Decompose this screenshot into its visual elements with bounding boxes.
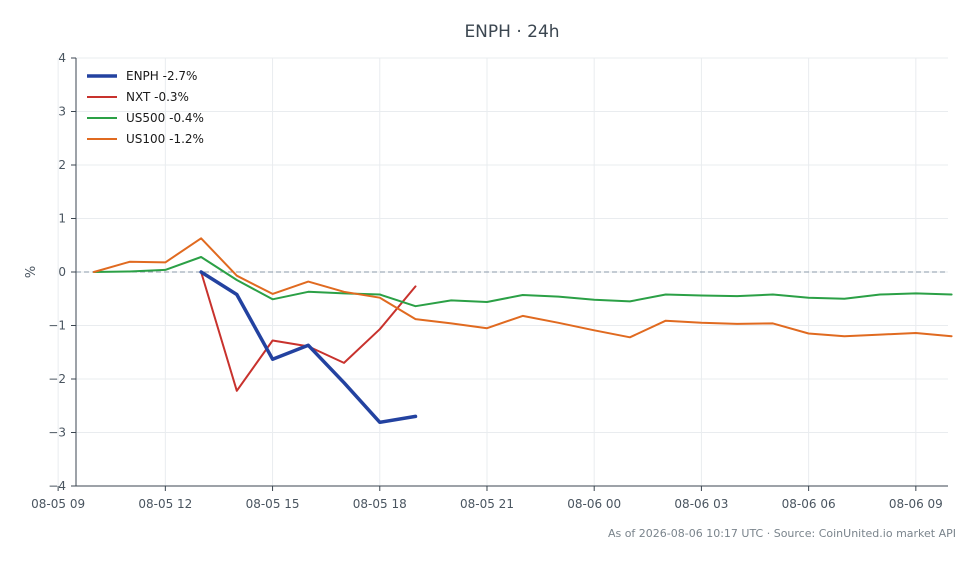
y-tick-label: 4 [58,51,66,65]
x-axis-ticks: 08-05 09 08-05 12 08-05 15 08-05 18 08-05 21… [31,486,943,511]
x-tick-label: 08-06 09 [889,497,943,511]
series-lines [92,237,953,425]
legend-label: US100 -1.2% [126,132,204,146]
x-tick-label: 08-06 03 [674,497,728,511]
x-tick-label: 08-05 12 [138,497,192,511]
x-tick-label: 08-06 00 [567,497,621,511]
x-tick-label: 08-06 06 [782,497,836,511]
y-tick-label: −1 [48,319,66,333]
legend: ENPH -2.7% NXT -0.3% US500 -0.4% US100 -1.2… [87,69,204,146]
x-tick-label: 08-05 18 [353,497,407,511]
y-tick-label: 2 [58,158,66,172]
legend-item-0: ENPH -2.7% [87,69,197,83]
y-tick-label: −4 [48,479,66,493]
series-line-0 [199,270,418,425]
x-tick-label: 08-05 21 [460,497,514,511]
series-line-2 [92,256,953,308]
y-axis-label: % [24,266,39,278]
legend-label: NXT -0.3% [126,90,189,104]
chart-footer: As of 2026-08-06 10:17 UTC · Source: Coi… [608,527,956,540]
chart-title: ENPH · 24h [464,22,559,42]
y-axis-ticks: −4 −3 −2 −1 0 1 2 3 4 [48,51,76,493]
legend-label: ENPH -2.7% [126,69,197,83]
y-tick-label: 1 [58,212,66,226]
y-tick-label: −3 [48,426,66,440]
x-tick-label: 08-05 15 [246,497,300,511]
y-tick-label: −2 [48,372,66,386]
legend-item-2: US500 -0.4% [87,111,204,125]
series-line-3 [92,237,953,339]
legend-label: US500 -0.4% [126,111,204,125]
y-tick-label: 0 [58,265,66,279]
series-line-1 [200,271,417,392]
x-tick-label: 08-05 09 [31,497,85,511]
legend-item-1: NXT -0.3% [87,90,189,104]
y-tick-label: 3 [58,105,66,119]
legend-item-3: US100 -1.2% [87,132,204,146]
